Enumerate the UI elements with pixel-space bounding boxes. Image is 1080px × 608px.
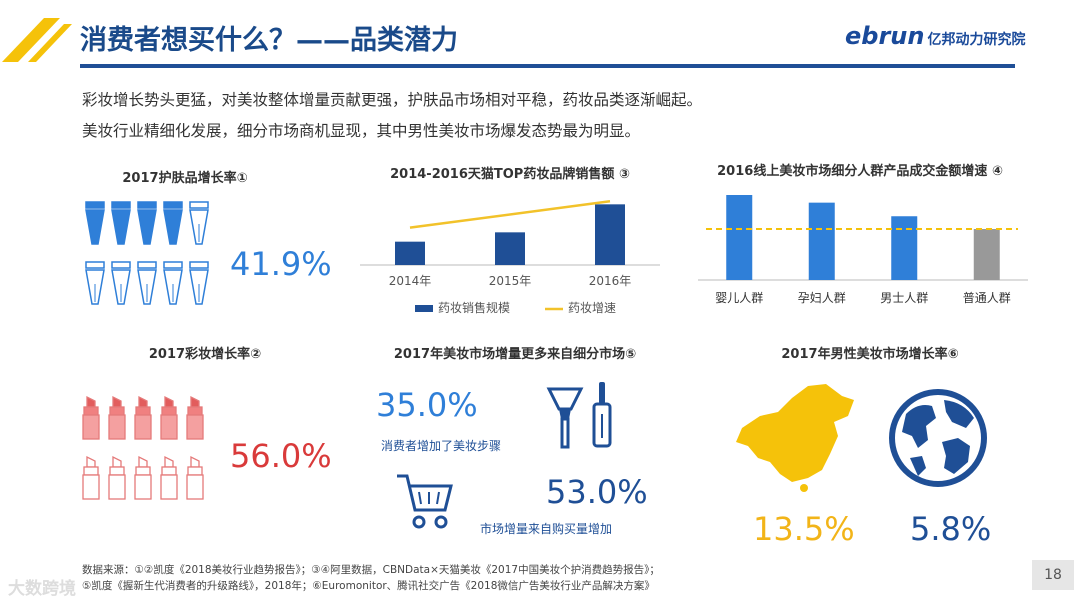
- x-tick-label: 2015年: [489, 274, 532, 288]
- legend-swatch-bar: [415, 305, 433, 312]
- tube-icon: [163, 201, 183, 245]
- mascara-icon: [592, 382, 612, 448]
- skincare-title: 2017护肤品增长率①: [122, 171, 248, 186]
- skincare-tube-icons: [85, 201, 209, 305]
- x-tick-label: 2016年: [589, 274, 632, 288]
- tube-icon: [137, 201, 157, 245]
- summary-line-1: 彩妆增长势头更猛，对美妆整体增量贡献更强，护肤品市场相对平稳，药妆品类逐渐崛起。: [82, 91, 703, 109]
- brand: ebrun 亿邦动力研究院: [845, 22, 1025, 50]
- chart2-title: 2016线上美妆市场细分人群产品成交金额增速 ④: [717, 164, 1003, 179]
- globe-icon: [889, 389, 987, 487]
- header-divider: [80, 64, 1015, 68]
- x-tick-label: 婴儿人群: [715, 291, 763, 305]
- x-tick-label: 男士人群: [880, 291, 928, 305]
- legend-label: 药妆销售规模: [438, 300, 510, 315]
- x-tick-label: 2014年: [389, 274, 432, 288]
- lipstick-icon: [108, 455, 126, 500]
- bar: [973, 229, 1000, 280]
- lipstick-icon: [134, 395, 152, 440]
- submarket-stat2-value: 53.0%: [546, 473, 648, 511]
- bar: [395, 241, 425, 265]
- growth-line: [409, 199, 611, 229]
- lipstick-icons: [82, 395, 204, 500]
- lipstick-icon: [186, 395, 204, 440]
- chart2: 婴儿人群 孕妇人群 男士人群 普通人群: [698, 195, 1028, 305]
- ebrun-logo: ebrun: [845, 22, 925, 50]
- lipstick-icon: [82, 455, 100, 500]
- lipstick-icon: [134, 455, 152, 500]
- tube-icon: [111, 201, 131, 245]
- lipstick-icon: [186, 455, 204, 500]
- lipstick-icon: [160, 395, 178, 440]
- china-map-icon: [736, 384, 854, 492]
- tube-icon: [85, 261, 105, 305]
- tube-icon: [163, 261, 183, 305]
- tube-icon: [85, 201, 105, 245]
- bar: [808, 202, 835, 280]
- skincare-value: 41.9%: [230, 245, 332, 283]
- submarket-title: 2017年美妆市场增量更多来自细分市场⑤: [393, 347, 637, 362]
- shopping-cart-icon: [397, 474, 453, 529]
- corner-logo-icon: [2, 18, 72, 62]
- submarket-stat1-label: 消费者增加了美妆步骤: [381, 439, 502, 453]
- tube-icon: [189, 261, 209, 305]
- lipstick-icon: [82, 395, 100, 440]
- legend-label: 药妆增速: [568, 301, 616, 315]
- bar: [726, 195, 753, 280]
- lipstick-icon: [108, 395, 126, 440]
- bar: [595, 204, 625, 265]
- china-value: 13.5%: [753, 510, 855, 548]
- source-line-2: ⑤凯度《握新生代消费者的升级路线》，2018年；⑥Euromonitor、腾讯社…: [82, 580, 655, 592]
- world-value: 5.8%: [910, 510, 992, 548]
- submarket-stat2-label: 市场增量来自购买量增加: [480, 522, 613, 536]
- men-title: 2017年男性美妆市场增长率⑥: [781, 347, 959, 362]
- lipstick-icon: [160, 455, 178, 500]
- makeup-brush-icon: [546, 387, 584, 449]
- summary-line-2: 美妆行业精细化发展，细分市场商机显现，其中男性美妆市场爆发态势最为明显。: [82, 122, 641, 140]
- x-tick-label: 孕妇人群: [798, 291, 846, 305]
- page-number: 18: [1032, 560, 1074, 590]
- tube-icon: [111, 261, 131, 305]
- tube-icon: [189, 201, 209, 245]
- institute-name: 亿邦动力研究院: [927, 32, 1026, 48]
- bar: [891, 216, 918, 280]
- makeup-title: 2017彩妆增长率②: [148, 347, 262, 362]
- tube-icon: [137, 261, 157, 305]
- x-tick-label: 普通人群: [963, 291, 1011, 305]
- page-title: 消费者想买什么？——品类潜力: [80, 25, 458, 56]
- chart1-title: 2014-2016天猫TOP药妆品牌销售额 ③: [390, 167, 630, 182]
- bar: [495, 232, 525, 265]
- submarket-stat1-value: 35.0%: [376, 386, 478, 424]
- watermark: 大数跨境: [8, 579, 76, 599]
- makeup-value: 56.0%: [230, 437, 332, 475]
- source-line-1: 数据来源：①②凯度《2018美妆行业趋势报告》；③④阿里数据，CBNData×天…: [82, 564, 660, 576]
